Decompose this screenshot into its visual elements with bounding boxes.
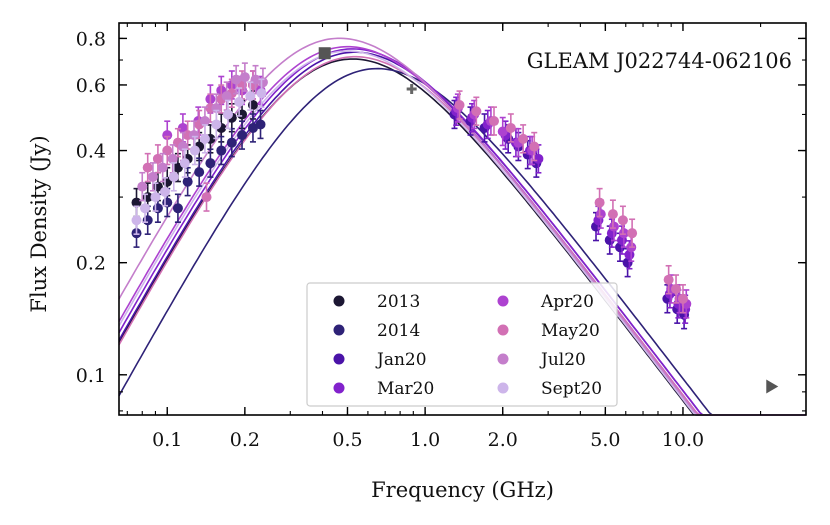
- model-curve-2014: [118, 67, 806, 416]
- legend-label: 2014: [377, 321, 420, 341]
- data-point: [182, 166, 193, 197]
- y-tick-label: 0.8: [76, 28, 106, 50]
- x-tick-label: 1.0: [410, 429, 440, 451]
- data-point: [231, 64, 242, 95]
- legend-marker: [333, 353, 345, 365]
- legend-label: May20: [541, 321, 600, 341]
- plot-frame: [118, 22, 807, 416]
- legend-label: Sept20: [541, 379, 602, 399]
- data-point: [608, 211, 619, 242]
- data-point: [497, 116, 508, 147]
- data-point: [140, 193, 151, 223]
- data-point: [529, 131, 540, 162]
- data-point: [172, 193, 183, 223]
- x-tick-label: 10.0: [662, 429, 704, 451]
- data-point: [189, 135, 200, 166]
- data-point: [617, 205, 628, 235]
- x-tick-label: 5.0: [590, 429, 620, 451]
- legend-marker: [333, 382, 345, 394]
- data-point: [627, 218, 638, 248]
- data-point: [189, 120, 200, 150]
- y-tick-label: 0.1: [76, 365, 106, 387]
- y-tick-label: 0.4: [76, 141, 106, 163]
- data-point: [663, 264, 674, 295]
- data-point: [237, 120, 248, 150]
- legend-marker: [333, 295, 345, 307]
- data-point: [226, 127, 237, 158]
- y-axis-title: Flux Density (Jy): [27, 135, 51, 312]
- legend-label: Mar20: [377, 379, 434, 399]
- data-point: [142, 152, 153, 183]
- legend-marker: [333, 324, 345, 336]
- legend-marker: [497, 324, 509, 336]
- x-tick-label: 2.0: [488, 429, 518, 451]
- archival-triangle-marker: [766, 379, 779, 394]
- x-tick-label: 0.2: [230, 429, 260, 451]
- legend-label: Jan20: [375, 350, 427, 370]
- data-point: [671, 274, 682, 304]
- data-point: [488, 106, 499, 136]
- y-tick-label: 0.6: [76, 75, 106, 97]
- data-point: [256, 78, 267, 108]
- data-point: [147, 162, 158, 192]
- legend-marker: [497, 353, 509, 365]
- data-point: [216, 135, 227, 166]
- archival-points: [318, 47, 779, 394]
- y-tick-label: 0.2: [76, 253, 106, 275]
- data-point: [152, 144, 163, 174]
- data-point: [159, 177, 170, 207]
- data-point: [234, 87, 245, 117]
- data-point: [131, 205, 142, 235]
- data-point: [205, 148, 216, 178]
- data-point: [505, 113, 516, 143]
- data-point: [199, 124, 210, 154]
- archival-plus-marker: [406, 84, 417, 95]
- data-point: [247, 113, 258, 143]
- legend-label: Jul20: [539, 350, 586, 370]
- data-point: [471, 96, 482, 126]
- data-points: [131, 62, 692, 330]
- data-point: [150, 182, 161, 212]
- legend-box: [306, 282, 618, 407]
- data-point: [255, 109, 266, 140]
- legend-label: Apr20: [540, 292, 594, 312]
- archival-square-marker: [318, 47, 331, 60]
- legend-marker: [497, 382, 509, 394]
- x-tick-label: 0.1: [152, 429, 182, 451]
- chart-title: GLEAM J022744-062106: [527, 49, 792, 73]
- legend-label: 2013: [377, 292, 420, 312]
- x-axis-title: Frequency (GHz): [371, 478, 554, 502]
- data-point: [179, 148, 190, 178]
- x-tick-label: 0.5: [332, 429, 362, 451]
- legend-marker: [497, 295, 509, 307]
- data-point: [194, 157, 205, 187]
- legend: 2013 2014 Jan20 Mar20 Apr20 May20 Jul20 Sept20: [306, 282, 618, 407]
- axis-ticks: 0.1 0.2 0.5 1.0 2.0 5.0 10.0 0.1 0.2 0.4 0.6 0.8: [76, 23, 807, 451]
- data-point: [168, 162, 179, 192]
- data-point: [677, 284, 688, 314]
- data-point: [211, 109, 222, 140]
- data-point: [607, 199, 618, 229]
- data-point: [594, 187, 605, 218]
- data-point: [201, 182, 212, 212]
- data-point: [518, 124, 529, 154]
- data-point: [222, 99, 233, 130]
- data-point: [167, 144, 178, 174]
- data-point: [454, 90, 465, 120]
- data-point: [239, 62, 250, 92]
- data-point: [245, 81, 256, 111]
